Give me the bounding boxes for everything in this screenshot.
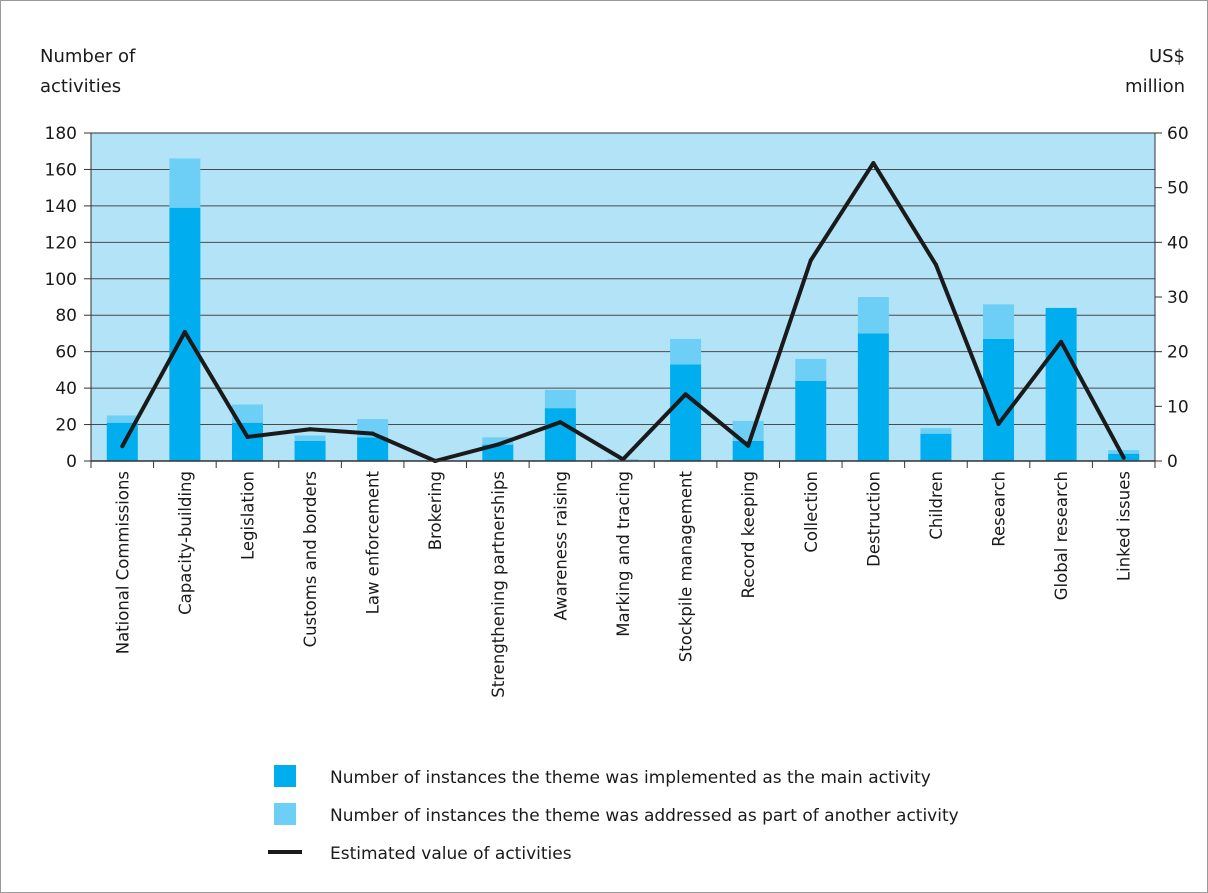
plot-area: [91, 133, 1155, 461]
x-category-label-2: Legislation: [238, 471, 257, 560]
left-tick-label-7: 140: [45, 197, 77, 217]
line-series-group: [120, 161, 1126, 463]
x-category-label-13: Children: [927, 471, 946, 540]
x-category-label-10: Record keeping: [739, 471, 758, 599]
value-point-14: [996, 421, 1001, 426]
left-tick-label-6: 120: [45, 233, 77, 253]
plot-background: [91, 133, 1155, 461]
bars-group: [106, 158, 1140, 461]
bar-main-15: [1045, 307, 1077, 461]
bar-main-3: [294, 440, 326, 461]
value-point-13: [933, 262, 938, 267]
bar-secondary-0: [106, 415, 138, 423]
value-point-16: [1121, 455, 1126, 460]
bar-main-12: [857, 333, 889, 461]
x-category-label-14: Research: [990, 471, 1009, 547]
left-tick-label-4: 80: [55, 306, 77, 326]
x-category-label-3: Customs and borders: [301, 471, 320, 647]
left-axis-title-line1: Number of: [40, 46, 136, 67]
bar-secondary-9: [670, 338, 702, 365]
left-tick-label-3: 60: [55, 343, 77, 363]
bar-main-13: [920, 433, 952, 461]
right-tick-label-4: 40: [1167, 233, 1189, 253]
right-tick-label-3: 30: [1167, 288, 1189, 308]
x-category-label-8: Marking and tracing: [614, 471, 633, 637]
legend-label-value: Estimated value of activities: [330, 844, 572, 864]
x-category-label-7: Awareness raising: [551, 471, 570, 620]
right-tick-label-5: 50: [1167, 179, 1189, 199]
legend-label-main: Number of instances the theme was implem…: [330, 768, 931, 788]
bar-main-10: [732, 440, 764, 461]
left-tick-label-5: 100: [45, 270, 77, 290]
value-point-11: [808, 258, 813, 263]
axes-group: 0 20 40 60 80 100 120 140 160 180 0 10 20 30 40 50 60 Nat…: [45, 124, 1189, 698]
bar-secondary-16: [1108, 450, 1140, 454]
value-point-9: [683, 392, 688, 397]
legend: Number of instances the theme was implem…: [268, 765, 959, 864]
x-category-label-0: National Commissions: [113, 471, 132, 654]
value-point-1: [182, 329, 187, 334]
value-point-10: [746, 443, 751, 448]
bar-main-11: [795, 380, 827, 461]
bar-main-7: [544, 408, 576, 461]
bar-secondary-14: [983, 304, 1015, 339]
right-tick-label-0: 0: [1167, 452, 1178, 472]
value-point-12: [871, 161, 876, 166]
bar-secondary-11: [795, 358, 827, 381]
bar-secondary-6: [482, 437, 514, 445]
x-category-label-15: Global research: [1052, 471, 1071, 600]
bar-secondary-3: [294, 435, 326, 441]
x-category-label-11: Collection: [802, 471, 821, 553]
value-point-3: [308, 427, 313, 432]
x-category-label-16: Linked issues: [1115, 471, 1134, 581]
bar-main-6: [482, 444, 514, 461]
left-tick-label-0: 0: [66, 452, 77, 472]
legend-swatch-secondary: [274, 803, 296, 825]
value-point-7: [558, 420, 563, 425]
bar-secondary-13: [920, 428, 952, 434]
x-category-label-4: Law enforcement: [364, 470, 383, 614]
value-point-15: [1059, 339, 1064, 344]
value-point-4: [370, 431, 375, 436]
x-category-label-5: Brokering: [426, 471, 445, 550]
left-tick-label-1: 20: [55, 416, 77, 436]
x-category-label-9: Stockpile management: [677, 470, 696, 662]
right-axis-title-line2: million: [1125, 76, 1185, 97]
bar-secondary-12: [857, 297, 889, 334]
left-tick-label-2: 40: [55, 379, 77, 399]
left-tick-label-9: 180: [45, 124, 77, 144]
bar-secondary-2: [231, 404, 263, 423]
bar-main-2: [231, 422, 263, 461]
bar-main-4: [357, 437, 389, 461]
x-category-label-6: Strengthening partnerships: [489, 471, 508, 698]
legend-swatch-main: [274, 765, 296, 787]
left-axis-title-line2: activities: [40, 76, 121, 97]
right-tick-label-2: 20: [1167, 343, 1189, 363]
value-point-0: [120, 444, 125, 449]
x-category-label-12: Destruction: [864, 471, 883, 567]
bar-main-9: [670, 364, 702, 461]
x-category-label-1: Capacity-building: [176, 471, 195, 615]
bar-secondary-1: [169, 158, 201, 208]
value-point-2: [245, 434, 250, 439]
right-tick-label-1: 10: [1167, 397, 1189, 417]
gridlines: [91, 132, 1155, 426]
value-point-6: [495, 442, 500, 447]
right-tick-label-6: 60: [1167, 124, 1189, 144]
left-tick-label-8: 160: [45, 160, 77, 180]
legend-label-secondary: Number of instances the theme was addres…: [330, 806, 959, 826]
right-axis-title-line1: US$: [1149, 46, 1185, 67]
bar-secondary-7: [544, 389, 576, 409]
